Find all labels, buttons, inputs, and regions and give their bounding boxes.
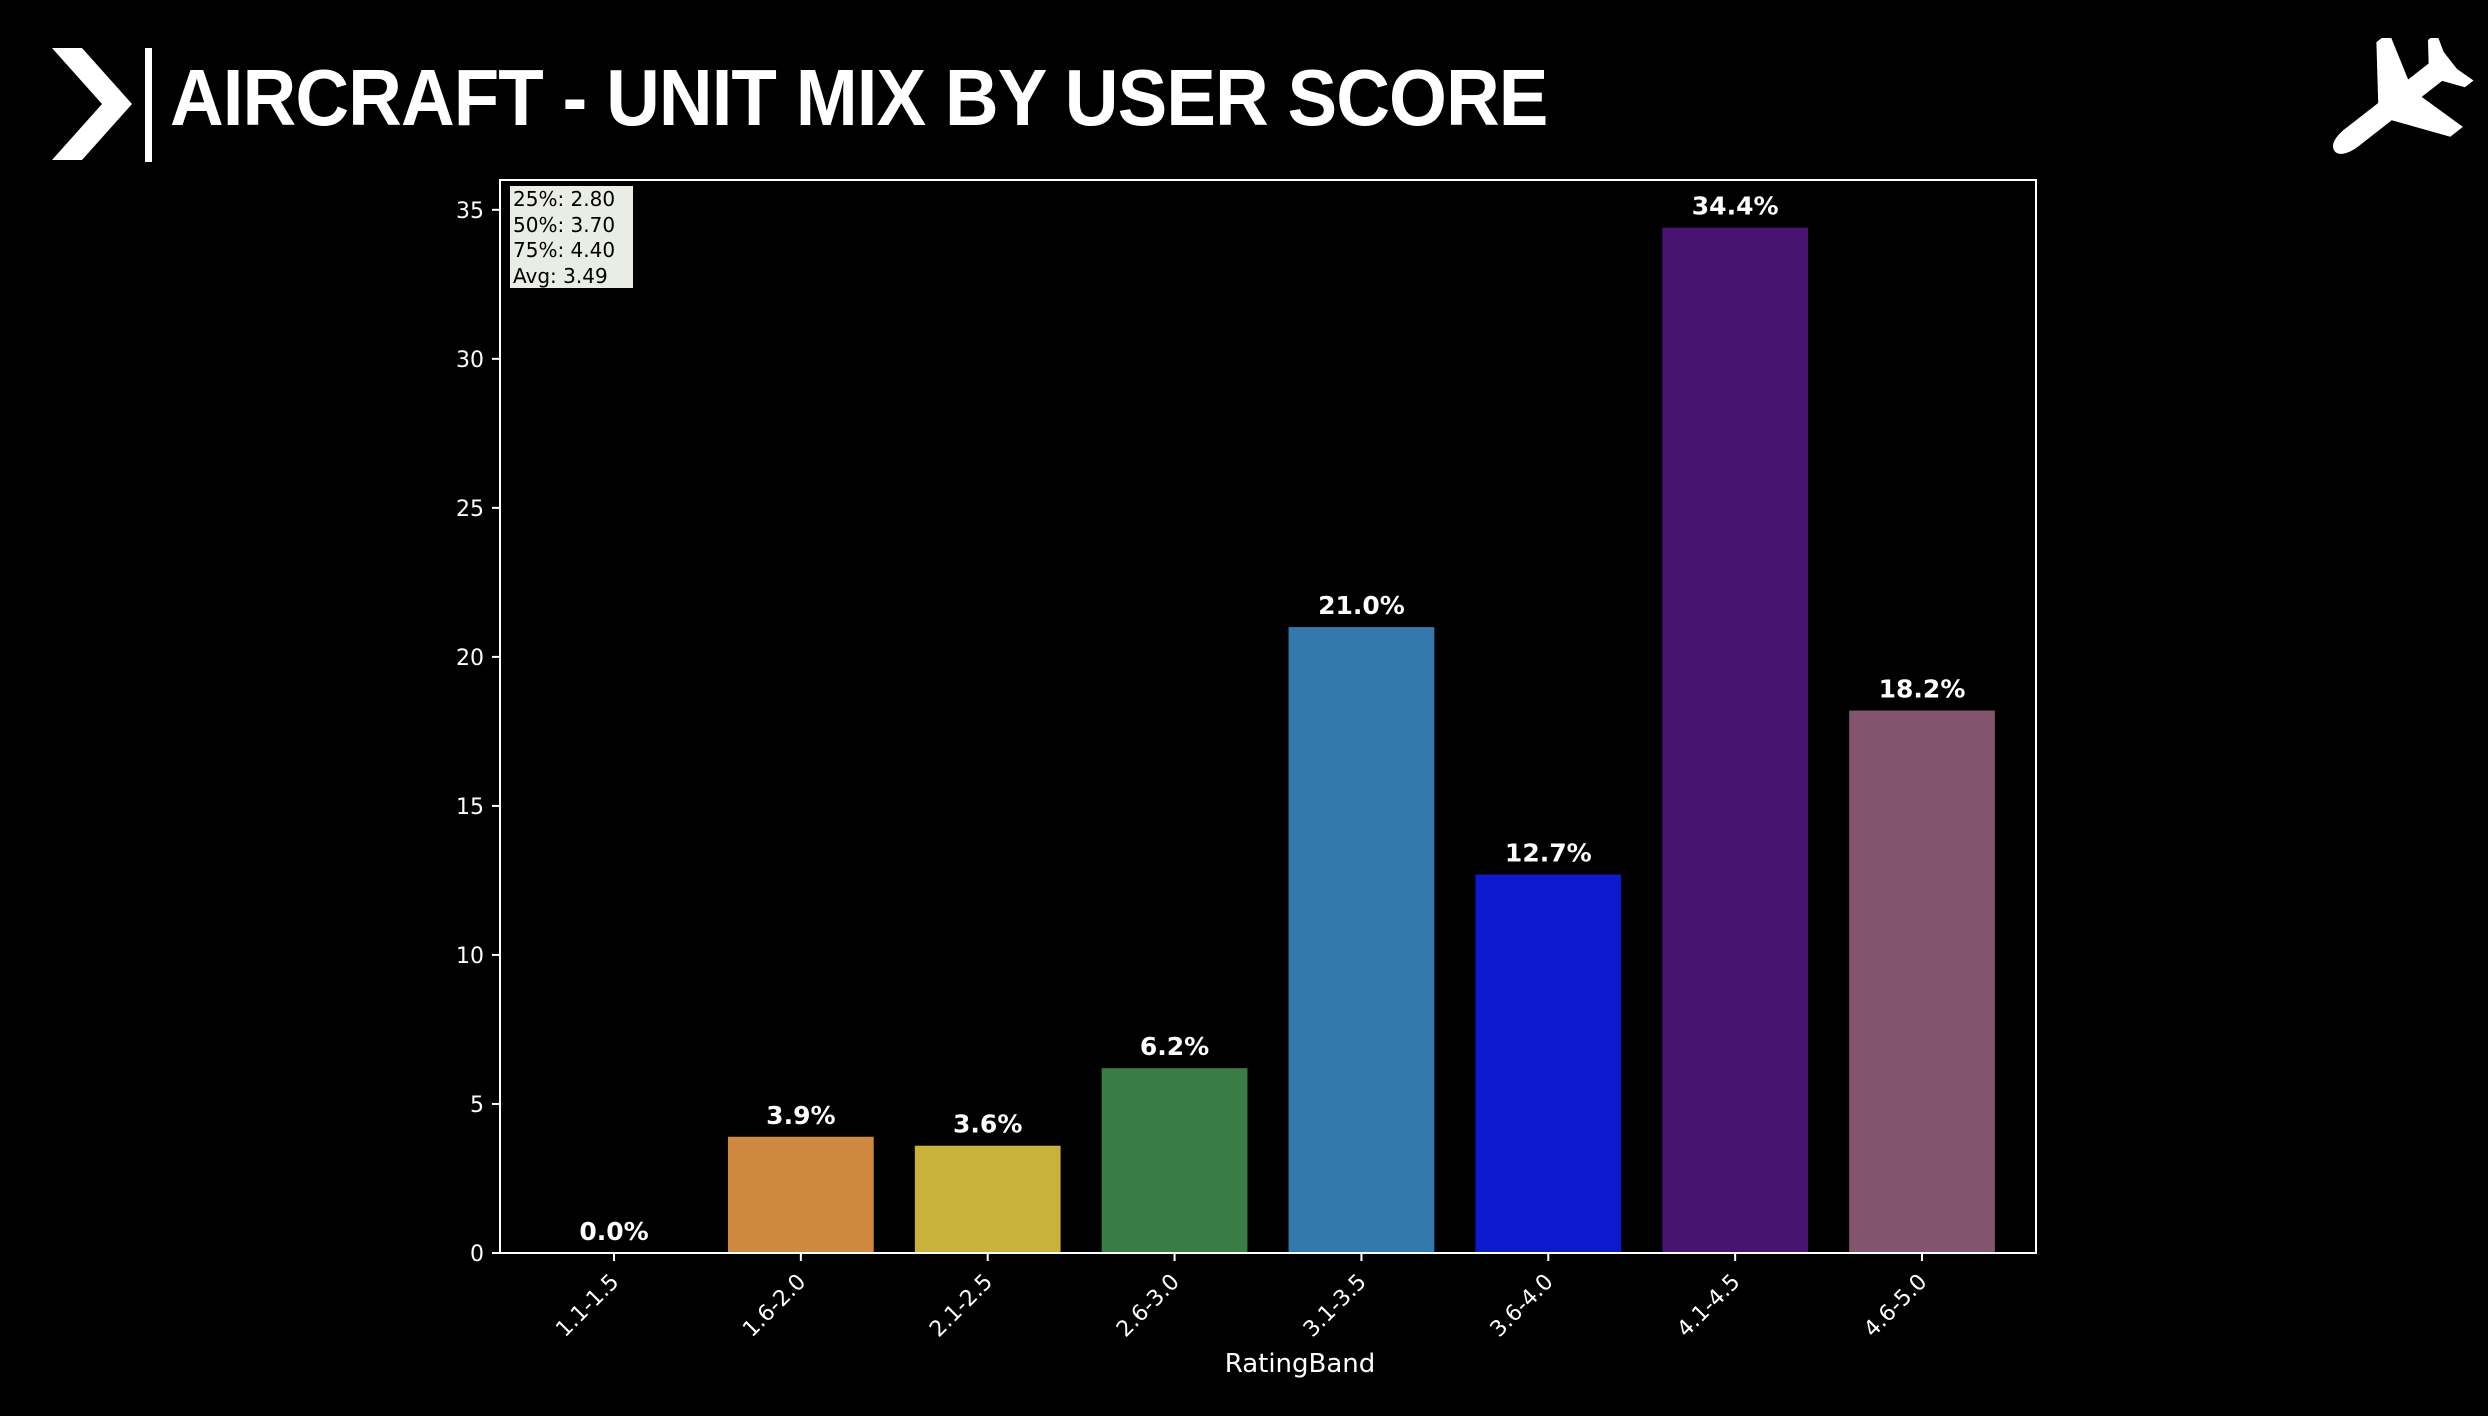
bar-label-4.6-5.0: 18.2%: [1879, 675, 1966, 704]
y-tick-label-30: 30: [456, 348, 484, 373]
y-tick-label-35: 35: [456, 199, 484, 224]
bar-4.6-5.0: [1849, 710, 1995, 1253]
header-divider: [145, 48, 152, 162]
y-tick-label-15: 15: [456, 795, 484, 820]
bar-1.6-2.0: [727, 1136, 874, 1253]
x-axis-title: RatingBand: [1225, 1349, 1376, 1379]
y-tick-label-0: 0: [470, 1242, 484, 1267]
stats-q1: 25%: 2.80: [513, 187, 616, 211]
stats-q3: 75%: 4.40: [513, 238, 616, 262]
bar-2.6-3.0: [1101, 1068, 1248, 1253]
bar-3.1-3.5: [1288, 627, 1435, 1253]
stats-box: 25%: 2.80 50%: 3.70 75%: 4.40 Avg: 3.49: [510, 186, 633, 288]
bar-label-3.1-3.5: 21.0%: [1318, 591, 1405, 620]
x-tick-label-2.1-2.5: 2.1-2.5: [925, 1270, 998, 1343]
play-arrow-logo-icon: [52, 48, 132, 160]
x-tick-label-3.6-4.0: 3.6-4.0: [1486, 1270, 1559, 1343]
x-tick-label-4.1-4.5: 4.1-4.5: [1673, 1270, 1746, 1343]
x-tick-label-4.6-5.0: 4.6-5.0: [1859, 1270, 1932, 1343]
header: AIRCRAFT - UNIT MIX BY USER SCORE: [0, 0, 2488, 170]
stats-median: 50%: 3.70: [513, 212, 616, 237]
bar-2.1-2.5: [914, 1145, 1061, 1253]
bar-4.1-4.5: [1662, 227, 1809, 1254]
bar-label-1.1-1.5: 0.0%: [579, 1217, 648, 1246]
stats-avg: Avg: 3.49: [513, 263, 608, 288]
bar-label-4.1-4.5: 34.4%: [1692, 192, 1779, 221]
y-tick-label-25: 25: [456, 497, 484, 522]
x-tick-label-1.6-2.0: 1.6-2.0: [738, 1270, 811, 1343]
x-tick-label-3.1-3.5: 3.1-3.5: [1299, 1270, 1372, 1343]
airplane-icon: [2332, 38, 2474, 154]
page-title: AIRCRAFT - UNIT MIX BY USER SCORE: [170, 53, 1548, 142]
y-tick-label-5: 5: [470, 1093, 484, 1118]
bar-label-3.6-4.0: 12.7%: [1505, 838, 1592, 867]
x-tick-label-2.6-3.0: 2.6-3.0: [1112, 1270, 1185, 1343]
y-tick-label-20: 20: [456, 646, 484, 671]
bar-3.6-4.0: [1475, 874, 1622, 1253]
bar-label-2.1-2.5: 3.6%: [953, 1110, 1022, 1139]
x-tick-label-1.1-1.5: 1.1-1.5: [551, 1270, 624, 1343]
plot-frame: [499, 179, 2037, 1254]
y-tick-label-10: 10: [456, 944, 484, 969]
bar-label-1.6-2.0: 3.9%: [766, 1101, 835, 1130]
bar-label-2.6-3.0: 6.2%: [1140, 1032, 1209, 1061]
